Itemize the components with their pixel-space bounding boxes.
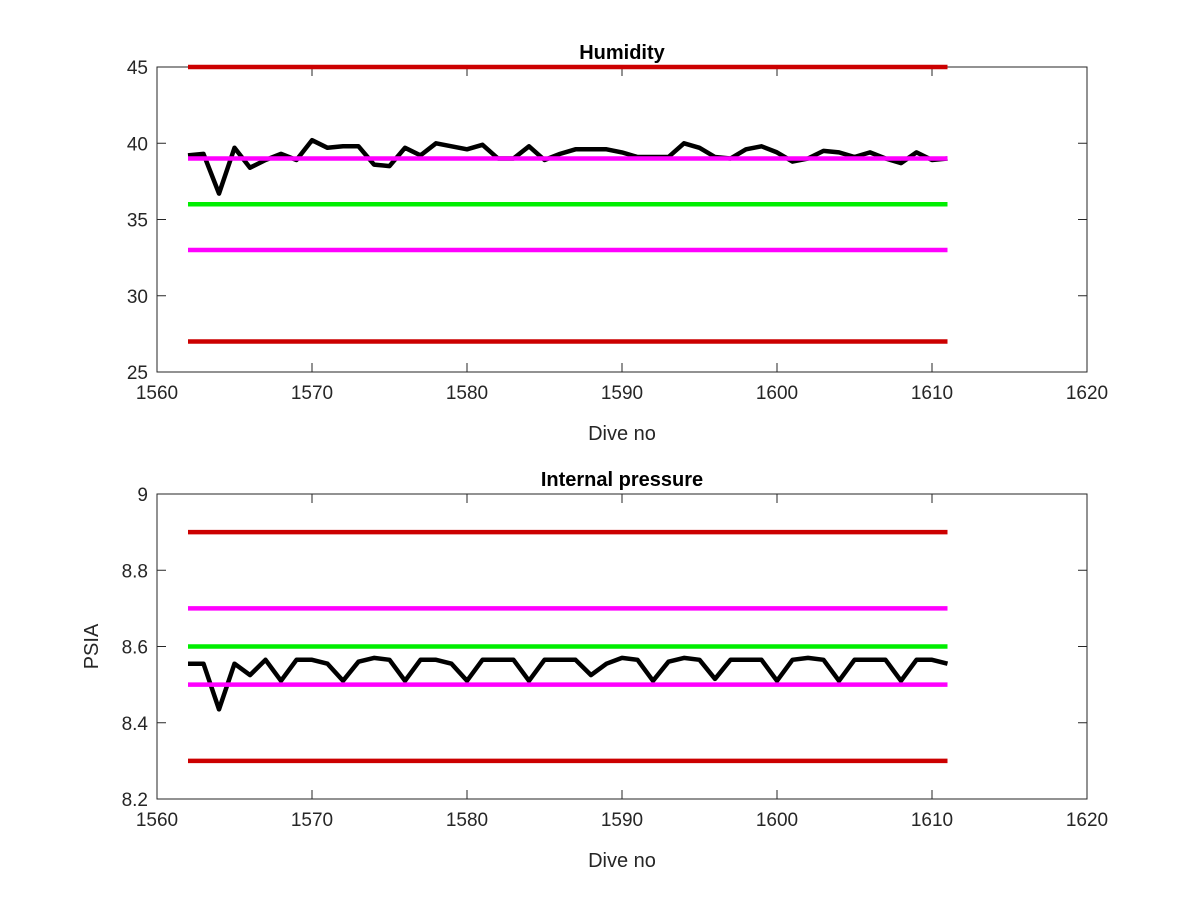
x-tick-label: 1590: [601, 810, 643, 831]
x-tick-label: 1570: [291, 383, 333, 404]
y-tick-label: 40: [127, 134, 148, 155]
x-tick-label: 1600: [756, 383, 798, 404]
data-series-line: [187, 137, 948, 196]
x-tick-label: 1610: [911, 810, 953, 831]
chart-title: Humidity: [579, 42, 665, 64]
x-axis-label: Dive no: [588, 423, 656, 445]
chart-panel-2: 1560 1570 1580 1590 1600 1610 1620 8.2 8.4 8.6 8.8…: [81, 469, 1108, 872]
x-tick-label: 1620: [1066, 810, 1108, 831]
x-tick-label: 1560: [136, 383, 178, 404]
y-tick-label: 8.6: [122, 638, 148, 659]
x-tick-label: 1590: [601, 383, 643, 404]
chart-title: Internal pressure: [541, 469, 703, 491]
x-tick-label: 1570: [291, 810, 333, 831]
y-tick-label: 25: [127, 363, 148, 384]
x-tick-label: 1580: [446, 810, 488, 831]
y-axis-label: PSIA: [81, 623, 103, 669]
data-series-line: [188, 655, 949, 712]
x-tick-label: 1600: [756, 810, 798, 831]
y-tick-label: 9: [137, 485, 148, 506]
y-tick-label: 8.4: [122, 714, 149, 735]
x-tick-label: 1560: [136, 810, 178, 831]
plot-area: [156, 66, 1088, 373]
x-axis-label: Dive no: [588, 850, 656, 872]
y-tick-label: 35: [127, 211, 148, 232]
x-tick-label: 1610: [911, 383, 953, 404]
y-tick-label: 8.8: [122, 561, 148, 582]
y-tick-label: 30: [127, 287, 148, 308]
y-tick-label: 8.2: [122, 790, 148, 811]
y-tick-label: 45: [127, 58, 148, 79]
chart-panel-1: 1560 1570 1580 1590 1600 1610 1620 25 30 35 40 45 Hu…: [127, 42, 1108, 445]
x-tick-label: 1580: [446, 383, 488, 404]
x-tick-label: 1620: [1066, 383, 1108, 404]
